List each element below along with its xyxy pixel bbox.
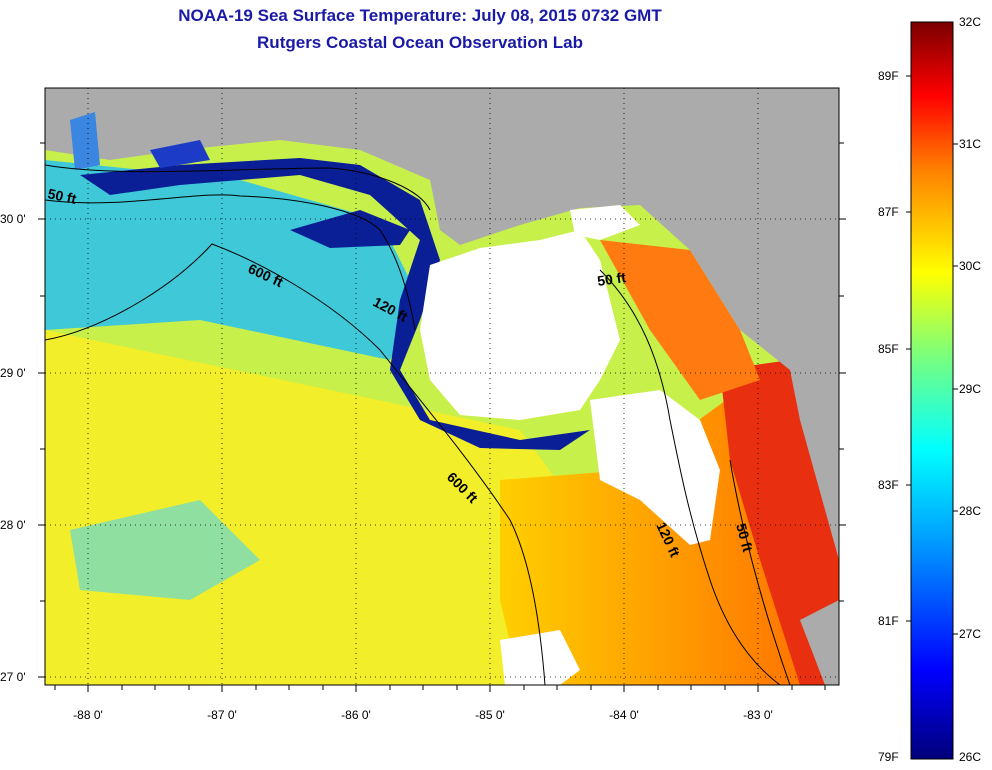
- lon-label: -84 0': [609, 708, 639, 722]
- axis-ticks: [38, 142, 846, 692]
- contour-label: 50 ft: [46, 185, 78, 207]
- contour-120ft: [45, 194, 416, 331]
- colorbar: [910, 21, 954, 760]
- cb-label-f: 79F: [878, 750, 899, 764]
- lat-label: 30 0': [0, 212, 26, 226]
- cloud-mask-4: [570, 205, 640, 240]
- cb-label-f: 87F: [878, 205, 899, 219]
- cb-label-c: 30C: [959, 259, 982, 273]
- lon-label: -88 0': [73, 708, 103, 722]
- cb-label-c: 28C: [959, 504, 982, 518]
- lon-label: -87 0': [207, 708, 237, 722]
- cloud-mask-3: [500, 630, 580, 685]
- cb-label-f: 85F: [878, 342, 899, 356]
- map-subtitle: Rutgers Coastal Ocean Observation Lab: [257, 33, 583, 52]
- cb-label-c: 31C: [959, 137, 982, 151]
- lon-label: -83 0': [743, 708, 773, 722]
- colorbar-ticks: [906, 75, 958, 635]
- cold-patch: [290, 210, 410, 248]
- cold-upwelling-band: [80, 158, 590, 450]
- contour-50ft: [45, 164, 431, 211]
- ocean-cyan-region: [45, 160, 420, 360]
- cloud-mask-2: [590, 390, 720, 545]
- contour-label: 50 ft: [733, 522, 756, 554]
- lat-label: 29 0': [0, 366, 26, 380]
- cb-label-c: 27C: [959, 627, 982, 641]
- contour-label: 50 ft: [596, 269, 627, 289]
- map-title: NOAA-19 Sea Surface Temperature: July 08…: [178, 6, 662, 25]
- cb-label-f: 89F: [878, 69, 899, 83]
- map-frame: [44, 87, 840, 686]
- contour-600ft: [45, 243, 546, 685]
- lon-label: -85 0': [475, 708, 505, 722]
- cb-label-c: 29C: [959, 382, 982, 396]
- contour-120ft-fl: [599, 269, 781, 685]
- land-area-south: [800, 600, 839, 685]
- bay-pensacola: [150, 140, 210, 168]
- ocean-teal-patch: [70, 500, 260, 600]
- cb-label-c: 32C: [959, 15, 982, 29]
- cb-label-f: 81F: [878, 614, 899, 628]
- lat-label: 27 0': [0, 670, 26, 684]
- bay-mobile: [70, 112, 100, 170]
- contour-50ft-fl: [729, 459, 791, 685]
- ocean-orange-north: [600, 240, 760, 400]
- cloud-mask: [420, 230, 620, 420]
- lat-label: 28 0': [0, 518, 26, 532]
- cb-label-f: 83F: [878, 478, 899, 492]
- lon-label: -86 0': [341, 708, 371, 722]
- land-area: [45, 88, 839, 560]
- cb-label-c: 26C: [959, 750, 982, 764]
